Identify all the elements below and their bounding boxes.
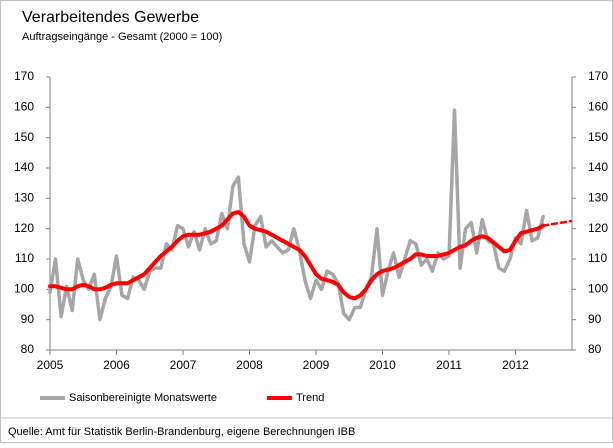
- y-tick-label: 80: [21, 342, 35, 356]
- y2-tick-label: 80: [588, 342, 602, 356]
- y2-tick-label: 110: [588, 251, 607, 265]
- y2-tick-label: 130: [588, 191, 608, 205]
- y-tick-label: 170: [14, 69, 34, 83]
- y-tick-label: 150: [14, 130, 34, 144]
- x-tick-label: 2006: [103, 358, 130, 372]
- series-line: [541, 219, 573, 227]
- y2-tick-label: 100: [588, 282, 608, 296]
- x-tick-label: 2011: [436, 358, 462, 372]
- y-tick-label: 160: [14, 100, 34, 114]
- y2-tick-label: 170: [588, 69, 608, 83]
- y-tick-label: 100: [14, 282, 34, 296]
- y2-tick-label: 140: [588, 160, 608, 174]
- y-tick-label: 90: [21, 312, 35, 326]
- x-tick-label: 2008: [236, 358, 263, 372]
- x-tick-label: 2010: [369, 358, 396, 372]
- y-tick-label: 120: [14, 221, 34, 235]
- y2-tick-label: 90: [588, 312, 602, 326]
- chart-title: Verarbeitendes Gewerbe: [22, 9, 199, 26]
- x-tick-label: 2009: [303, 358, 330, 372]
- x-tick-label: 2012: [502, 358, 529, 372]
- legend-label: Saisonbereinigte Monatswerte: [69, 392, 217, 404]
- y-tick-label: 110: [15, 251, 34, 265]
- x-tick-label: 2005: [37, 358, 64, 372]
- y-tick-label: 130: [14, 191, 34, 205]
- y2-tick-label: 150: [588, 130, 608, 144]
- series-line: [48, 210, 546, 301]
- legend-label: Trend: [296, 392, 324, 404]
- source: Quelle: Amt für Statistik Berlin-Branden…: [8, 426, 355, 438]
- chart-subtitle: Auftragseingänge - Gesamt (2000 = 100): [22, 31, 222, 43]
- y-tick-label: 140: [14, 160, 34, 174]
- y2-tick-label: 120: [588, 221, 608, 235]
- y2-tick-label: 160: [588, 100, 608, 114]
- x-tick-label: 2007: [170, 358, 197, 372]
